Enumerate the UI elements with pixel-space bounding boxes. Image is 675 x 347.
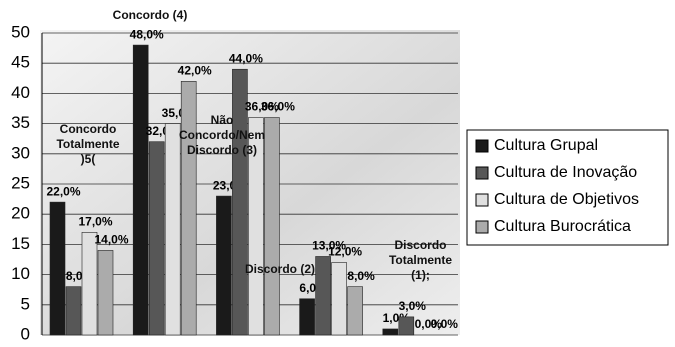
legend-swatch	[476, 167, 488, 179]
bar	[149, 142, 164, 335]
bar	[66, 287, 81, 335]
legend-swatch	[476, 194, 488, 206]
bar	[82, 232, 97, 335]
value-label: 48,0%	[130, 27, 164, 41]
category-label: Não Concordo/Nem Discordo (3)	[172, 113, 272, 158]
value-label: 0,0%	[431, 317, 459, 331]
y-tick-label: 50	[11, 22, 30, 41]
legend-swatch	[476, 140, 488, 152]
legend-swatch	[476, 221, 488, 233]
y-tick-label: 15	[11, 234, 30, 253]
legend-label: Cultura Burocrática	[494, 218, 631, 235]
value-label: 12,0%	[328, 245, 362, 259]
bar	[348, 287, 363, 335]
y-tick-label: 40	[11, 83, 30, 102]
y-tick-label: 10	[11, 264, 30, 283]
bar	[98, 250, 113, 335]
chart-svg: 0 5 10 15 20 25 30 35 40 45 50 22,0% 8,0% 17,0% 14,0% 4…	[0, 0, 675, 347]
bar	[300, 299, 315, 335]
value-label: 44,0%	[229, 51, 263, 65]
value-label: 36,0%	[261, 100, 295, 114]
bar	[332, 263, 347, 335]
y-tick-label: 20	[11, 204, 30, 223]
category-label: Concordo Totalmente )5(	[48, 122, 128, 167]
value-label: 42,0%	[178, 63, 212, 77]
bar	[216, 196, 231, 335]
y-tick-label: 0	[21, 324, 30, 343]
bar	[399, 317, 414, 335]
category-label: Discordo (2)	[240, 262, 320, 277]
bar	[50, 202, 65, 335]
category-label: Discordo Totalmente (1);	[378, 238, 463, 283]
y-tick-label: 5	[21, 294, 30, 313]
value-label: 17,0%	[78, 214, 112, 228]
value-label: 3,0%	[399, 299, 427, 313]
legend-label: Cultura de Inovação	[494, 164, 637, 181]
y-tick-label: 25	[11, 173, 30, 192]
value-label: 14,0%	[94, 233, 128, 247]
value-label: 22,0%	[46, 184, 80, 198]
y-tick-label: 30	[11, 143, 30, 162]
legend-label: Cultura de Objetivos	[494, 191, 639, 208]
y-tick-label: 35	[11, 113, 30, 132]
category-label: Concordo (4)	[105, 8, 195, 23]
bar	[383, 329, 398, 335]
chart: 0 5 10 15 20 25 30 35 40 45 50 22,0% 8,0% 17,0% 14,0% 4…	[0, 0, 675, 347]
bar	[133, 45, 148, 335]
y-tick-label: 45	[11, 53, 30, 72]
legend-label: Cultura Grupal	[494, 137, 598, 154]
value-label: 8,0%	[347, 269, 375, 283]
